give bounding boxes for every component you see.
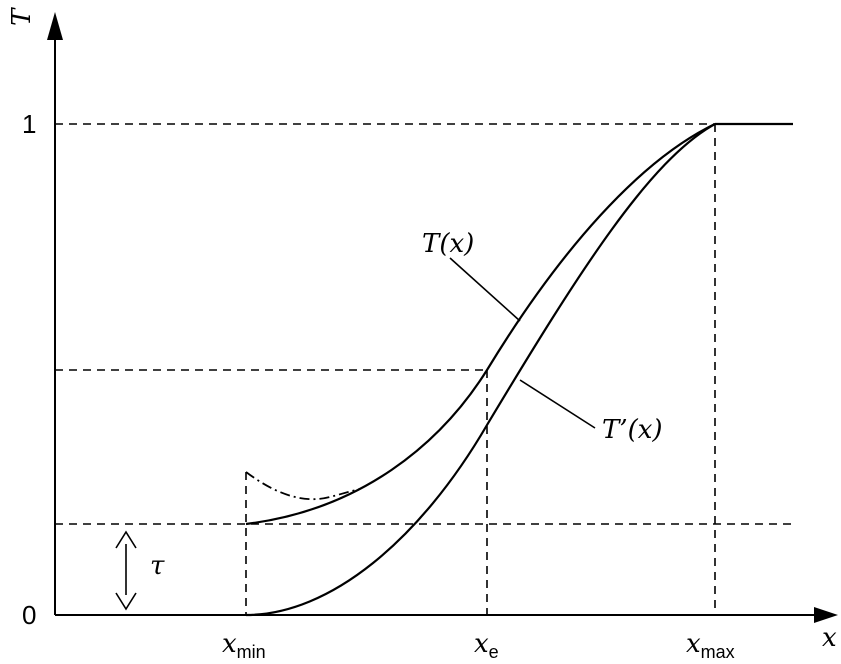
x-tick-xmin: xmin: [222, 629, 266, 662]
y-axis-label: T: [7, 7, 37, 26]
x-axis-arrowhead: [814, 607, 838, 623]
y-tick-zero: 0: [22, 600, 36, 630]
T-curve: [245, 123, 716, 526]
x-tick-xmax: xmax: [686, 629, 735, 662]
x-axis-label: x: [822, 623, 837, 653]
x-tick-xe: xe: [474, 629, 499, 662]
dashdot-curve: [245, 471, 361, 501]
T-leader-line: [449, 257, 521, 322]
tau-label: τ: [150, 551, 165, 581]
T-curve-label: T(x): [422, 229, 474, 259]
y-axis-arrowhead: [47, 12, 63, 40]
T-prime-curve: [245, 123, 716, 617]
T-prime-curve-label: T’(x): [602, 415, 663, 445]
y-tick-one: 1: [22, 109, 36, 139]
tau-arrow-top: [115, 530, 137, 549]
T-prime-leader-line: [519, 379, 596, 429]
tau-arrow-bottom: [115, 592, 137, 611]
